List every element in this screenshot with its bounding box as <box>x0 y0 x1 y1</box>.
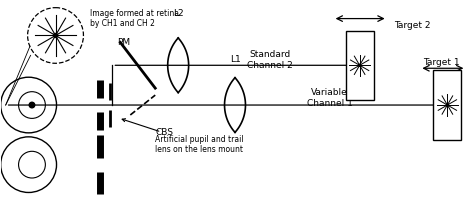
Text: Artificial pupil and trail
lens on the lens mount: Artificial pupil and trail lens on the l… <box>122 119 244 154</box>
Text: Variable
Channel 1: Variable Channel 1 <box>307 88 353 108</box>
Text: L1: L1 <box>229 55 240 64</box>
Text: Image formed at retina
by CH1 and CH 2: Image formed at retina by CH1 and CH 2 <box>91 9 180 28</box>
Text: Target 1: Target 1 <box>423 58 459 67</box>
Circle shape <box>447 104 448 106</box>
Circle shape <box>54 33 57 38</box>
Text: CBS: CBS <box>155 128 173 137</box>
Circle shape <box>27 8 83 63</box>
Circle shape <box>29 102 35 108</box>
Text: Standard
Channel 2: Standard Channel 2 <box>247 50 293 70</box>
Bar <box>346 30 374 100</box>
Text: L2: L2 <box>173 9 183 18</box>
Text: PM: PM <box>118 38 130 48</box>
Text: Target 2: Target 2 <box>394 21 431 30</box>
Circle shape <box>358 64 361 66</box>
Bar <box>433 70 461 140</box>
